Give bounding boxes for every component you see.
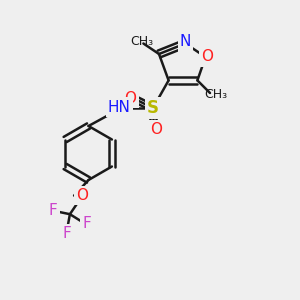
Text: HN: HN [108,100,130,115]
Text: O: O [124,91,136,106]
Text: CH₃: CH₃ [130,34,154,48]
Text: O: O [150,122,162,137]
Text: S: S [147,99,159,117]
Text: N: N [180,34,191,50]
Text: O: O [76,188,88,203]
Text: F: F [62,226,71,241]
Text: O: O [201,50,213,64]
Text: F: F [49,203,58,218]
Text: F: F [82,216,91,231]
Text: CH₃: CH₃ [204,88,227,101]
